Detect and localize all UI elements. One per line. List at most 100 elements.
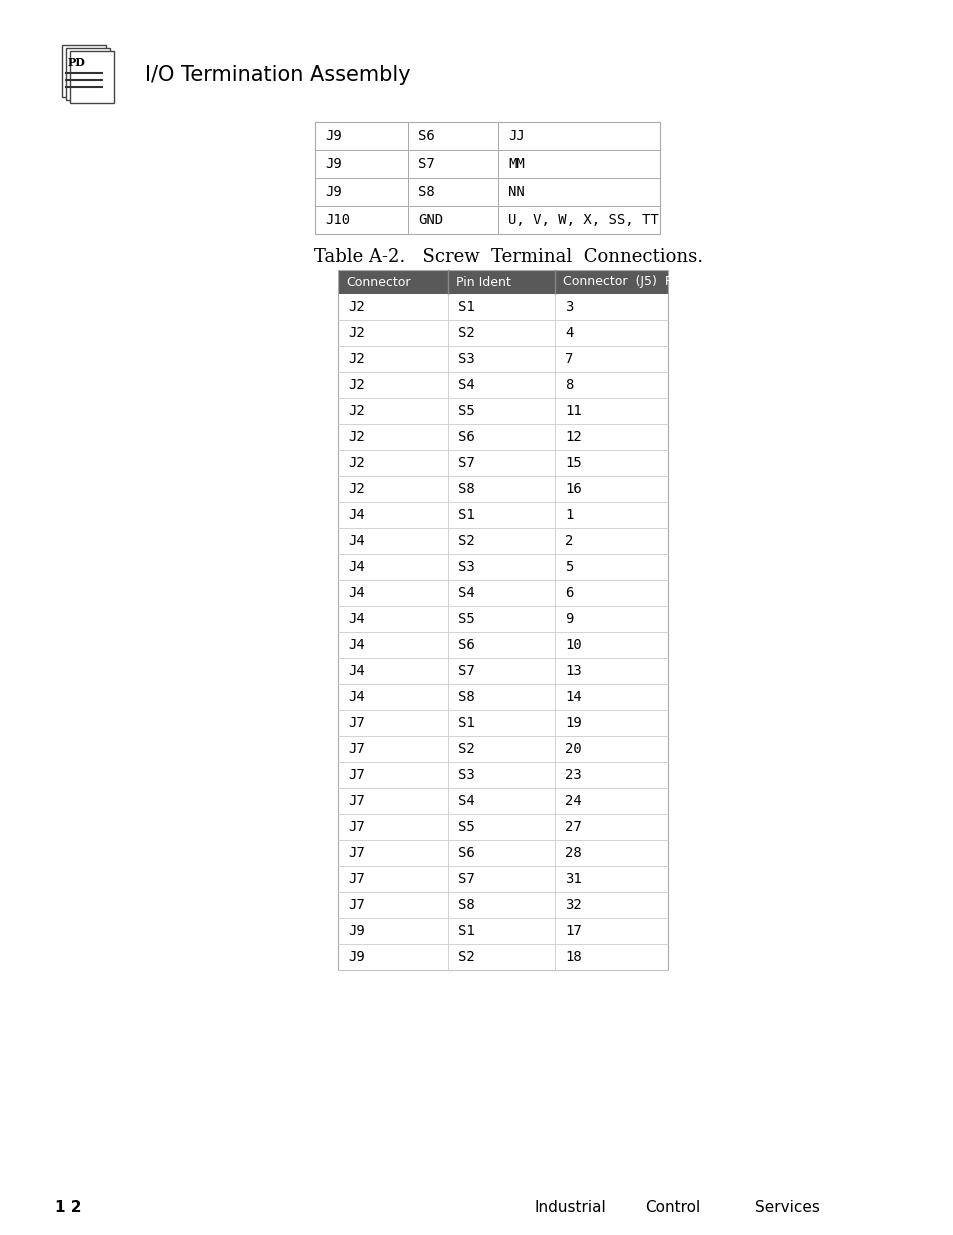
Text: J4: J4: [348, 690, 364, 704]
Text: 15: 15: [564, 456, 581, 471]
Text: 11: 11: [564, 404, 581, 417]
Bar: [337, 632, 667, 658]
Text: 9: 9: [564, 613, 573, 626]
Text: S2: S2: [457, 742, 475, 756]
Text: 12: 12: [564, 430, 581, 445]
Bar: [337, 555, 667, 580]
Bar: [337, 918, 667, 944]
Text: S4: S4: [457, 378, 475, 391]
Bar: [337, 710, 667, 736]
Bar: [337, 320, 667, 346]
Text: 4: 4: [564, 326, 573, 340]
Text: S1: S1: [457, 716, 475, 730]
Text: S7: S7: [457, 664, 475, 678]
Text: J2: J2: [348, 482, 364, 496]
Text: S8: S8: [417, 185, 435, 199]
Text: S4: S4: [457, 794, 475, 808]
Text: Industrial: Industrial: [535, 1200, 606, 1215]
Bar: [337, 840, 667, 866]
Text: J4: J4: [348, 585, 364, 600]
Text: Connector: Connector: [346, 275, 410, 289]
Text: J2: J2: [348, 300, 364, 314]
Text: S2: S2: [457, 950, 475, 965]
Bar: [337, 398, 667, 424]
Bar: [337, 501, 667, 529]
Text: S3: S3: [457, 559, 475, 574]
Text: S1: S1: [457, 924, 475, 939]
Text: J4: J4: [348, 534, 364, 548]
Text: 7: 7: [564, 352, 573, 366]
Bar: [337, 580, 667, 606]
Text: J9: J9: [348, 924, 364, 939]
Text: S3: S3: [457, 768, 475, 782]
Text: J9: J9: [325, 157, 341, 170]
Text: S2: S2: [457, 534, 475, 548]
Text: S8: S8: [457, 482, 475, 496]
Text: NN: NN: [507, 185, 524, 199]
Text: J4: J4: [348, 559, 364, 574]
Text: J9: J9: [325, 185, 341, 199]
Bar: [337, 684, 667, 710]
Text: 1 2: 1 2: [55, 1200, 81, 1215]
Bar: [337, 270, 667, 969]
Text: Services: Services: [754, 1200, 819, 1215]
Text: S5: S5: [457, 613, 475, 626]
Text: S6: S6: [457, 846, 475, 860]
Text: S4: S4: [457, 585, 475, 600]
Text: S6: S6: [457, 430, 475, 445]
Bar: [337, 424, 667, 450]
Bar: [337, 346, 667, 372]
Bar: [337, 788, 667, 814]
Text: S7: S7: [417, 157, 435, 170]
Text: Table A-2.   Screw  Terminal  Connections.: Table A-2. Screw Terminal Connections.: [314, 248, 702, 266]
Text: J9: J9: [325, 128, 341, 143]
Text: 17: 17: [564, 924, 581, 939]
Text: J10: J10: [325, 212, 350, 227]
Bar: [337, 372, 667, 398]
Bar: [337, 475, 667, 501]
Text: MM: MM: [507, 157, 524, 170]
Text: J4: J4: [348, 508, 364, 522]
Text: 16: 16: [564, 482, 581, 496]
Text: S7: S7: [457, 872, 475, 885]
Text: 13: 13: [564, 664, 581, 678]
Bar: [337, 944, 667, 969]
Text: J4: J4: [348, 638, 364, 652]
Text: Control: Control: [644, 1200, 700, 1215]
Text: J7: J7: [348, 768, 364, 782]
Text: 10: 10: [564, 638, 581, 652]
Bar: [337, 736, 667, 762]
Text: 19: 19: [564, 716, 581, 730]
Text: S8: S8: [457, 898, 475, 911]
Text: 32: 32: [564, 898, 581, 911]
Text: GND: GND: [417, 212, 442, 227]
Text: J2: J2: [348, 326, 364, 340]
Text: S6: S6: [457, 638, 475, 652]
Bar: [337, 762, 667, 788]
Text: J2: J2: [348, 378, 364, 391]
Bar: [66, 48, 110, 100]
Text: 31: 31: [564, 872, 581, 885]
Text: 14: 14: [564, 690, 581, 704]
Text: 20: 20: [564, 742, 581, 756]
Text: S3: S3: [457, 352, 475, 366]
Text: S6: S6: [417, 128, 435, 143]
Bar: [337, 814, 667, 840]
Bar: [337, 606, 667, 632]
Text: 2: 2: [564, 534, 573, 548]
Text: 1: 1: [564, 508, 573, 522]
Text: S1: S1: [457, 508, 475, 522]
Text: J7: J7: [348, 872, 364, 885]
Bar: [314, 122, 659, 233]
Text: S1: S1: [457, 300, 475, 314]
Bar: [337, 892, 667, 918]
Text: J2: J2: [348, 430, 364, 445]
Text: S8: S8: [457, 690, 475, 704]
Text: U, V, W, X, SS, TT: U, V, W, X, SS, TT: [507, 212, 659, 227]
Text: S5: S5: [457, 820, 475, 834]
Text: J7: J7: [348, 742, 364, 756]
Text: 23: 23: [564, 768, 581, 782]
Text: S7: S7: [457, 456, 475, 471]
Text: PD: PD: [68, 58, 86, 68]
Text: 3: 3: [564, 300, 573, 314]
